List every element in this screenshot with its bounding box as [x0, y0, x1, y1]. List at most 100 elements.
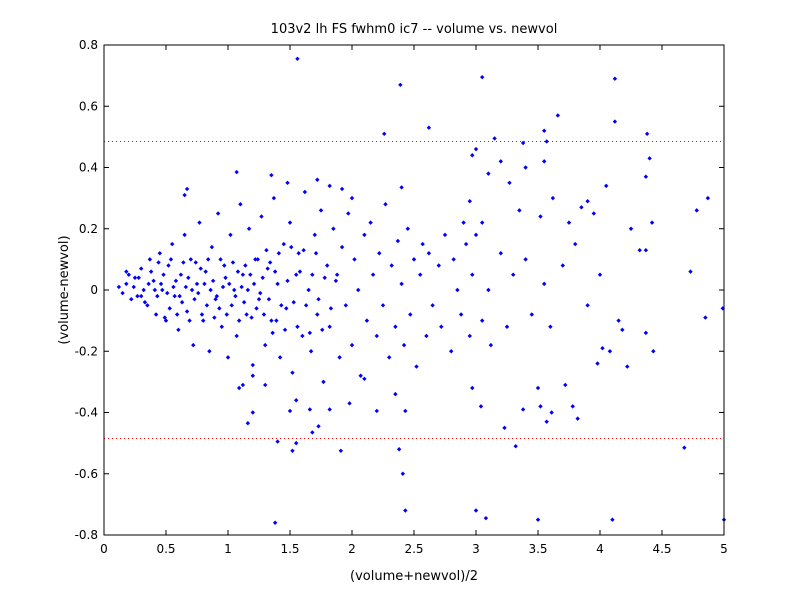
- data-point: [301, 247, 306, 253]
- data-point: [467, 198, 472, 204]
- data-point: [424, 333, 429, 339]
- data-point: [600, 345, 605, 351]
- data-point: [408, 312, 413, 317]
- data-point: [694, 208, 699, 213]
- data-point: [249, 315, 254, 320]
- data-point: [256, 296, 262, 302]
- data-point: [224, 312, 229, 317]
- plot-area: [104, 45, 724, 535]
- data-point: [153, 312, 159, 317]
- data-point: [399, 185, 404, 190]
- data-point: [193, 260, 198, 265]
- y-axis-label: (volume-newvol): [57, 235, 72, 344]
- data-point: [165, 290, 170, 296]
- data-point: [339, 244, 345, 250]
- data-point: [245, 287, 251, 293]
- data-point: [281, 241, 286, 247]
- data-point: [315, 177, 320, 182]
- data-point: [277, 355, 283, 360]
- data-point: [295, 56, 300, 61]
- data-point: [116, 284, 122, 290]
- data-point: [405, 226, 410, 231]
- data-point: [176, 327, 181, 333]
- data-point: [383, 202, 388, 207]
- data-point: [290, 370, 295, 375]
- data-point: [148, 269, 154, 274]
- data-point: [430, 303, 435, 308]
- x-tick-label: 1.5: [280, 542, 299, 556]
- data-point: [637, 247, 642, 253]
- data-point: [151, 278, 156, 284]
- data-point: [208, 287, 213, 293]
- chart-title: 103v2 lh FS fwhm0 ic7 -- volume vs. newv…: [271, 22, 558, 37]
- data-point: [272, 269, 278, 274]
- data-point: [461, 220, 466, 225]
- data-point: [232, 287, 237, 293]
- data-point: [229, 303, 234, 308]
- data-point: [647, 156, 652, 161]
- data-point: [320, 327, 325, 333]
- data-point: [234, 333, 239, 339]
- data-point: [166, 263, 171, 268]
- data-point: [142, 300, 148, 305]
- data-point: [124, 281, 129, 287]
- data-point: [343, 303, 348, 308]
- data-point: [272, 520, 278, 525]
- data-point: [155, 293, 160, 299]
- data-point: [544, 419, 549, 424]
- data-point: [295, 324, 300, 329]
- data-point: [266, 296, 272, 302]
- data-point: [597, 272, 603, 277]
- data-point: [170, 241, 175, 247]
- data-point: [192, 296, 197, 302]
- data-point: [187, 318, 192, 323]
- data-point: [233, 293, 238, 299]
- data-point: [374, 408, 379, 414]
- data-point: [207, 349, 212, 354]
- x-tick-label: 0: [100, 542, 108, 556]
- limit-lines: [104, 140, 724, 440]
- data-point: [205, 257, 211, 262]
- data-point: [480, 220, 485, 225]
- data-point: [649, 220, 655, 225]
- data-point: [401, 342, 407, 348]
- data-point: [374, 333, 379, 339]
- data-point: [274, 318, 279, 323]
- data-point: [377, 251, 382, 256]
- data-point: [403, 408, 408, 414]
- data-point: [223, 275, 228, 280]
- data-point: [682, 445, 687, 450]
- x-tick-label: 2: [348, 542, 356, 556]
- data-point: [269, 172, 274, 178]
- data-point: [284, 306, 289, 311]
- data-point: [315, 312, 320, 317]
- data-point: [250, 410, 255, 415]
- data-point: [318, 208, 324, 213]
- data-point: [270, 330, 275, 336]
- data-point: [321, 379, 326, 385]
- data-point: [473, 146, 479, 152]
- data-point: [178, 272, 184, 277]
- data-point: [316, 296, 321, 302]
- data-point: [312, 232, 317, 238]
- data-point: [420, 241, 425, 247]
- data-point: [575, 416, 580, 421]
- y-tick-label: -0.4: [75, 406, 98, 420]
- data-point: [400, 471, 406, 476]
- data-point: [458, 312, 464, 317]
- y-tick-label: 0.4: [79, 161, 98, 175]
- data-point: [607, 349, 613, 354]
- data-point: [129, 296, 134, 302]
- data-point: [346, 211, 351, 216]
- data-point: [339, 186, 345, 192]
- data-point: [225, 355, 231, 360]
- data-point: [275, 281, 280, 287]
- data-point: [217, 306, 222, 311]
- data-point: [300, 333, 305, 339]
- data-point: [396, 447, 402, 452]
- data-point: [254, 306, 259, 311]
- data-point: [269, 318, 274, 323]
- data-point: [620, 327, 625, 333]
- data-point: [644, 131, 650, 137]
- data-point: [333, 278, 339, 284]
